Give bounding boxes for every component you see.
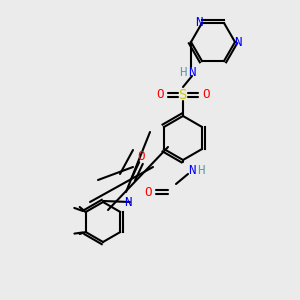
Text: N: N	[124, 196, 132, 208]
Text: O: O	[202, 88, 210, 101]
Text: O: O	[156, 88, 164, 101]
Text: N: N	[195, 16, 203, 29]
Text: S: S	[179, 88, 187, 102]
Text: H: H	[197, 164, 205, 176]
Text: H: H	[179, 65, 187, 79]
Text: O: O	[144, 185, 152, 199]
Text: N: N	[234, 35, 242, 49]
Text: N: N	[188, 65, 196, 79]
Text: N: N	[188, 164, 196, 176]
Text: O: O	[137, 151, 145, 164]
